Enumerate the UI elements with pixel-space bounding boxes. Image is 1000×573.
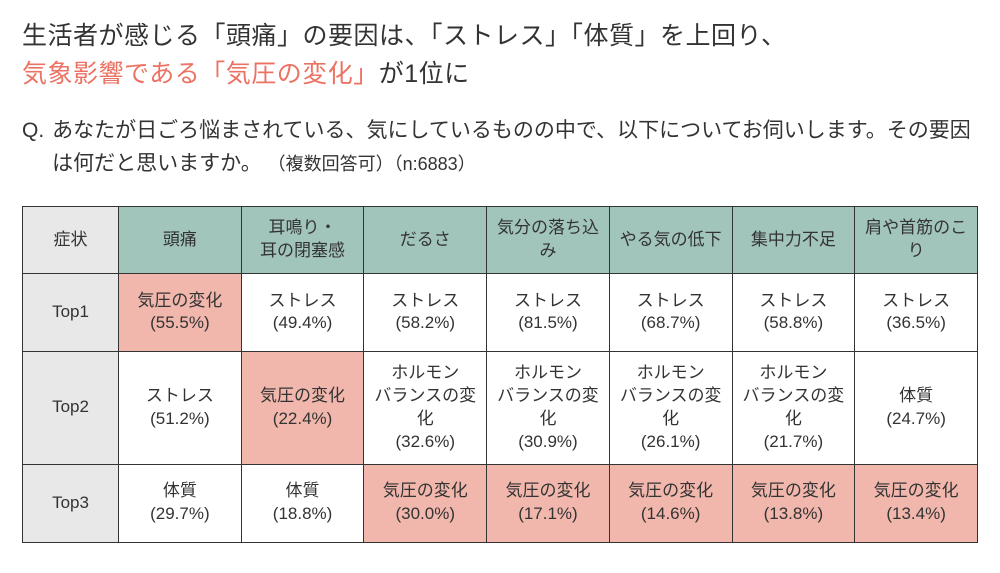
cell-percent: (51.2%) [123,408,237,431]
data-cell: 気圧の変化(13.4%) [855,464,978,542]
cell-factor: ホルモンバランスの変化 [491,362,605,431]
cell-factor: ホルモンバランスの変化 [737,362,851,431]
col-header: やる気の低下 [609,207,732,274]
page-title: 生活者が感じる「頭痛」の要因は、「ストレス」「体質」を上回り、 気象影響である「… [22,18,978,93]
cell-percent: (49.4%) [246,312,360,335]
cell-percent: (24.7%) [859,408,973,431]
table-row: Top1気圧の変化(55.5%)ストレス(49.4%)ストレス(58.2%)スト… [23,273,978,351]
col-header: 肩や首筋のこり [855,207,978,274]
table-row: Top2ストレス(51.2%)気圧の変化(22.4%)ホルモンバランスの変化(3… [23,351,978,464]
cell-percent: (58.2%) [368,312,482,335]
question-text: あなたが日ごろ悩まされている、気にしているものの中で、以下についてお伺いします。… [52,119,971,175]
data-cell: ストレス(68.7%) [609,273,732,351]
table-header-row: 症状 頭痛 耳鳴り・耳の閉塞感 だるさ 気分の落ち込み やる気の低下 集中力不足… [23,207,978,274]
col-header: 集中力不足 [732,207,855,274]
col-header: 頭痛 [119,207,242,274]
col-header: 気分の落ち込み [487,207,610,274]
table-corner-cell: 症状 [23,207,119,274]
data-cell: 気圧の変化(22.4%) [241,351,364,464]
question-suffix: （複数回答可）（n:6883） [268,154,476,174]
row-header: Top3 [23,464,119,542]
cell-percent: (68.7%) [614,312,728,335]
cell-factor: 気圧の変化 [368,480,482,503]
table-row: Top3体質(29.7%)体質(18.8%)気圧の変化(30.0%)気圧の変化(… [23,464,978,542]
cell-factor: 体質 [246,480,360,503]
title-accent: 気象影響である「気圧の変化」 [22,60,379,88]
cell-factor: 気圧の変化 [491,480,605,503]
data-cell: 気圧の変化(55.5%) [119,273,242,351]
question-body: あなたが日ごろ悩まされている、気にしているものの中で、以下についてお伺いします。… [52,115,978,180]
data-cell: ストレス(36.5%) [855,273,978,351]
data-cell: 体質(29.7%) [119,464,242,542]
cell-percent: (32.6%) [368,431,482,454]
data-cell: ストレス(81.5%) [487,273,610,351]
factors-table: 症状 頭痛 耳鳴り・耳の閉塞感 だるさ 気分の落ち込み やる気の低下 集中力不足… [22,206,978,543]
cell-percent: (22.4%) [246,408,360,431]
title-line2-suffix: が1位に [379,60,470,88]
data-cell: ストレス(49.4%) [241,273,364,351]
cell-factor: 気圧の変化 [246,385,360,408]
data-cell: ホルモンバランスの変化(21.7%) [732,351,855,464]
data-cell: 体質(24.7%) [855,351,978,464]
col-header: だるさ [364,207,487,274]
cell-factor: ストレス [123,385,237,408]
cell-percent: (36.5%) [859,312,973,335]
data-cell: ストレス(58.8%) [732,273,855,351]
data-cell: 気圧の変化(14.6%) [609,464,732,542]
cell-factor: 体質 [123,480,237,503]
data-cell: ホルモンバランスの変化(32.6%) [364,351,487,464]
cell-factor: ホルモンバランスの変化 [368,362,482,431]
data-cell: ストレス(51.2%) [119,351,242,464]
data-cell: 気圧の変化(17.1%) [487,464,610,542]
col-header: 耳鳴り・耳の閉塞感 [241,207,364,274]
cell-percent: (81.5%) [491,312,605,335]
cell-factor: ホルモンバランスの変化 [614,362,728,431]
question-label: Q. [22,115,44,180]
cell-factor: ストレス [368,290,482,313]
data-cell: 気圧の変化(30.0%) [364,464,487,542]
data-cell: 気圧の変化(13.8%) [732,464,855,542]
cell-factor: 気圧の変化 [737,480,851,503]
cell-factor: 気圧の変化 [123,290,237,313]
data-cell: 体質(18.8%) [241,464,364,542]
cell-percent: (55.5%) [123,312,237,335]
data-cell: ホルモンバランスの変化(30.9%) [487,351,610,464]
cell-factor: ストレス [859,290,973,313]
question-block: Q. あなたが日ごろ悩まされている、気にしているものの中で、以下についてお伺いし… [22,115,978,180]
data-cell: ストレス(58.2%) [364,273,487,351]
cell-factor: ストレス [737,290,851,313]
cell-percent: (21.7%) [737,431,851,454]
title-line1: 生活者が感じる「頭痛」の要因は、「ストレス」「体質」を上回り、 [22,22,787,50]
cell-factor: ストレス [246,290,360,313]
cell-factor: 気圧の変化 [614,480,728,503]
cell-factor: 体質 [859,385,973,408]
cell-percent: (26.1%) [614,431,728,454]
cell-percent: (58.8%) [737,312,851,335]
table-body: Top1気圧の変化(55.5%)ストレス(49.4%)ストレス(58.2%)スト… [23,273,978,542]
cell-factor: 気圧の変化 [859,480,973,503]
cell-percent: (30.9%) [491,431,605,454]
cell-factor: ストレス [614,290,728,313]
cell-factor: ストレス [491,290,605,313]
data-cell: ホルモンバランスの変化(26.1%) [609,351,732,464]
row-header: Top1 [23,273,119,351]
row-header: Top2 [23,351,119,464]
